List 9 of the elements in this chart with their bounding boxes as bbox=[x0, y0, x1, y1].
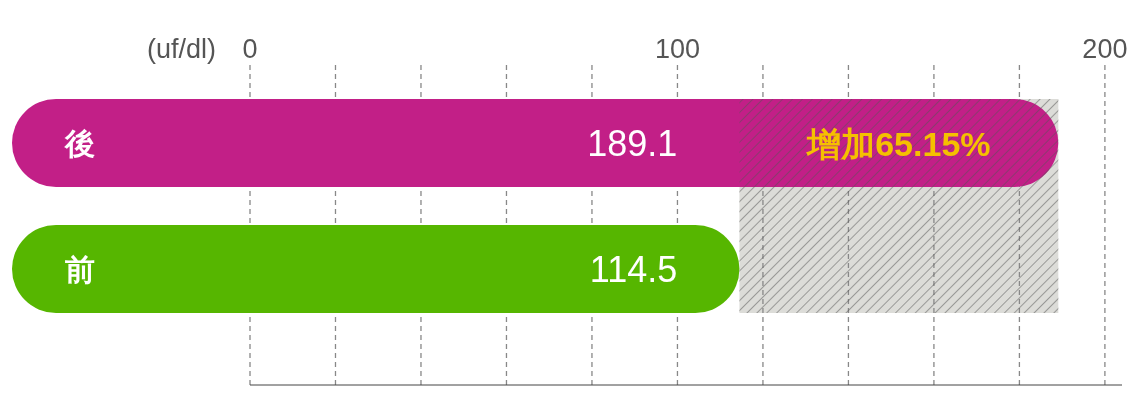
y-tick-label: 後 bbox=[64, 127, 95, 160]
x-tick-label: 100 bbox=[654, 34, 700, 64]
x-tick-label: 200 bbox=[1082, 34, 1128, 64]
x-tick-label: 0 bbox=[242, 34, 258, 64]
x-axis-title: (uf/dl) bbox=[146, 34, 216, 64]
y-tick-label: 前 bbox=[65, 253, 95, 286]
band-label: 增加65.15% bbox=[805, 125, 991, 163]
data-label: 189.1 bbox=[587, 123, 678, 164]
data-label: 114.5 bbox=[589, 249, 678, 290]
